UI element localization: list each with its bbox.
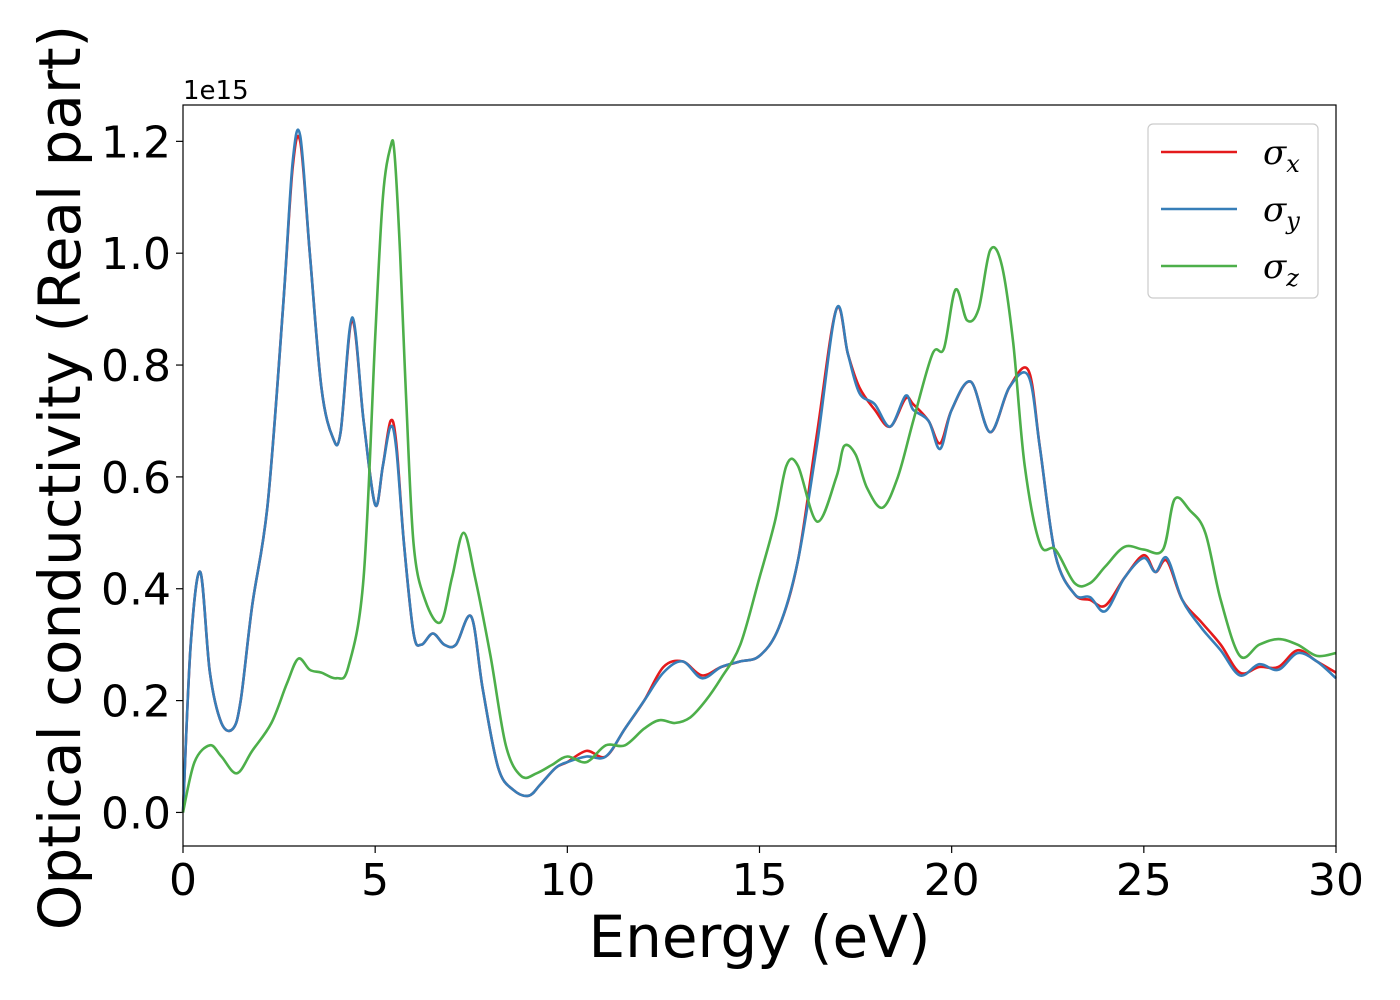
legend-label-symbol: σ [1263, 247, 1287, 287]
x-tick-label: 15 [732, 855, 788, 906]
legend-label-subscript: y [1285, 207, 1300, 235]
x-tick-label: 25 [1116, 855, 1172, 906]
x-tick-label: 5 [361, 855, 389, 906]
series-line-z [181, 138, 1337, 813]
y-axis-ticks: 0.0 0.2 0.4 0.6 0.8 1.0 1.2 [101, 117, 183, 839]
y-tick-label: 0.4 [101, 565, 171, 616]
legend-label-y: σy [1263, 190, 1300, 235]
series-line-y [181, 128, 1337, 813]
plot-series [181, 128, 1337, 813]
y-tick-label: 1.0 [101, 229, 171, 280]
y-offset-label: 1e15 [183, 76, 249, 106]
y-tick-label: 0.2 [101, 677, 171, 728]
x-axis-ticks: 0 5 10 15 20 25 30 [169, 846, 1364, 906]
y-tick-label: 0.8 [101, 341, 171, 392]
y-tick-label: 0.0 [101, 788, 171, 839]
plot-frame [182, 104, 1337, 847]
legend-label-z: σz [1263, 247, 1299, 292]
x-tick-label: 30 [1308, 855, 1364, 906]
x-tick-label: 10 [539, 855, 595, 906]
x-tick-label: 20 [924, 855, 980, 906]
legend-label-symbol: σ [1263, 190, 1287, 230]
legend-box [1147, 123, 1319, 299]
y-tick-label: 1.2 [101, 117, 171, 168]
y-axis-label: Optical conductivity (Real part) [26, 25, 94, 930]
x-axis-label: Energy (eV) [588, 903, 930, 971]
legend-label-symbol: σ [1263, 133, 1287, 173]
legend-label-subscript: x [1286, 150, 1300, 178]
legend-label-subscript: z [1285, 264, 1299, 292]
y-tick-label: 0.6 [101, 453, 171, 504]
legend-label-x: σx [1263, 133, 1300, 178]
x-tick-label: 0 [169, 855, 197, 906]
